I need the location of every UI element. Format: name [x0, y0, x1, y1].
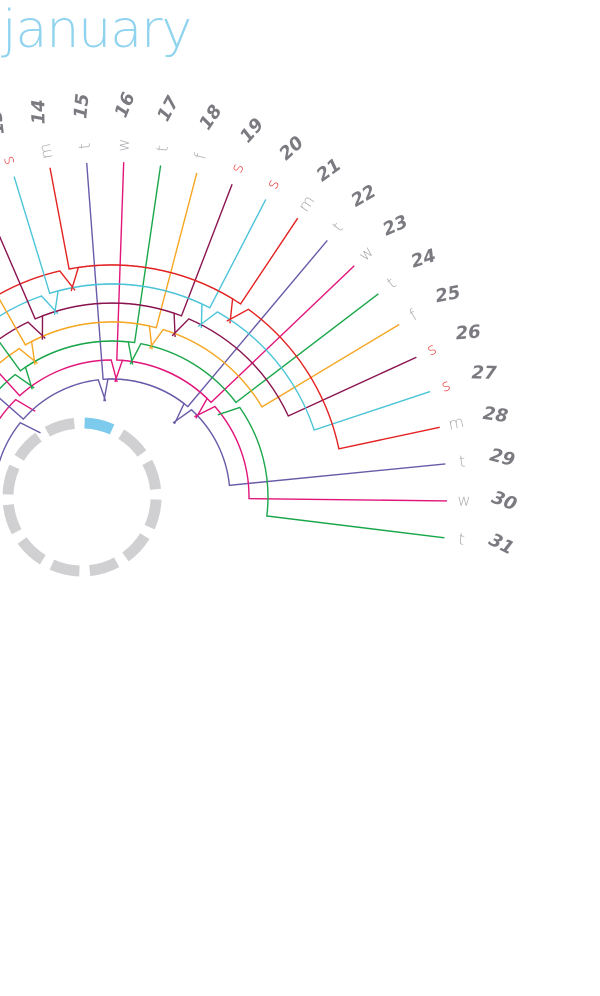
day-connector-line — [0, 235, 176, 338]
day-letter: t — [152, 144, 172, 153]
day-letter: s — [262, 176, 283, 192]
day-connector-line — [0, 321, 46, 340]
day-number: 26 — [455, 321, 482, 344]
day-letter: t — [75, 142, 94, 150]
progress-segment — [122, 533, 150, 562]
day-letter: s — [424, 339, 440, 360]
day-connector-line — [194, 405, 448, 502]
day-connector-line — [103, 239, 328, 408]
day-connector-line — [0, 359, 118, 397]
day-number: 25 — [434, 282, 463, 307]
day-number: 23 — [380, 211, 411, 240]
day-connector-line — [197, 311, 431, 431]
day-connector-line — [13, 176, 203, 329]
day-connector-line — [41, 184, 233, 340]
day-number: 22 — [348, 181, 380, 212]
day-letter: s — [439, 375, 453, 396]
day-connector-line — [0, 270, 76, 295]
day-number: 17 — [153, 92, 184, 124]
day-letter: t — [457, 529, 466, 549]
day-letter: f — [406, 305, 421, 324]
day-number: 20 — [275, 132, 308, 164]
day-number: 29 — [487, 445, 516, 472]
day-number: 27 — [471, 362, 497, 384]
progress-segment — [14, 432, 42, 461]
day-connector-line — [171, 318, 417, 417]
day-letter: m — [294, 192, 318, 216]
month-title: january — [2, 0, 192, 60]
day-letter: t — [458, 451, 466, 471]
day-letter: s — [0, 154, 18, 168]
day-letter: w — [355, 242, 378, 265]
day-number: 16 — [111, 89, 140, 120]
day-connector-line — [53, 199, 267, 316]
day-number: 19 — [236, 114, 268, 147]
day-connector-line — [0, 379, 107, 421]
progress-segment — [142, 459, 162, 491]
day-connector-line — [0, 421, 41, 463]
day-connector-lines — [0, 162, 448, 539]
progress-segment — [2, 503, 22, 535]
month-progress-ring — [2, 417, 162, 577]
day-letter: w — [457, 491, 470, 510]
day-connector-line — [148, 323, 400, 408]
progress-segment — [144, 499, 162, 530]
day-letter: m — [446, 412, 465, 434]
day-connector-line — [0, 347, 38, 364]
day-connector-line — [0, 373, 35, 390]
day-number: 18 — [195, 101, 227, 134]
day-letter: m — [35, 142, 57, 161]
progress-segment — [118, 429, 147, 457]
day-number: 15 — [70, 93, 93, 120]
day-number: 28 — [482, 403, 510, 427]
progress-segment — [49, 559, 80, 577]
progress-segment — [2, 464, 20, 495]
day-number: 13 — [0, 108, 9, 135]
day-number: 24 — [408, 245, 438, 273]
day-number: 14 — [28, 99, 49, 124]
day-connector-line — [0, 295, 59, 317]
day-letter: w — [114, 138, 133, 152]
day-connector-line — [0, 398, 36, 420]
day-letter: s — [227, 161, 248, 176]
day-connector-line — [114, 265, 355, 404]
day-connector-line — [70, 217, 299, 305]
progress-segment — [44, 417, 76, 437]
day-connector-line — [172, 408, 446, 487]
day-connector-line — [86, 162, 185, 425]
day-number: 31 — [485, 529, 517, 559]
day-number: 30 — [489, 487, 520, 516]
day-letter: t — [328, 218, 347, 235]
day-connector-line — [217, 406, 445, 539]
day-letter: t — [383, 273, 400, 292]
day-connector-line — [0, 298, 153, 350]
day-connector-line — [129, 293, 379, 404]
day-connector-line — [30, 172, 198, 365]
progress-segment — [17, 537, 46, 565]
day-number: 21 — [313, 154, 346, 186]
progress-segment — [88, 557, 120, 577]
day-letter: f — [190, 151, 210, 162]
day-connector-line — [226, 308, 440, 450]
day-labels: t01w02t03f04s05s06m07t08w09t10f11s12s13m… — [0, 89, 520, 559]
day-connector-line — [24, 165, 162, 390]
progress-segment — [84, 417, 115, 435]
